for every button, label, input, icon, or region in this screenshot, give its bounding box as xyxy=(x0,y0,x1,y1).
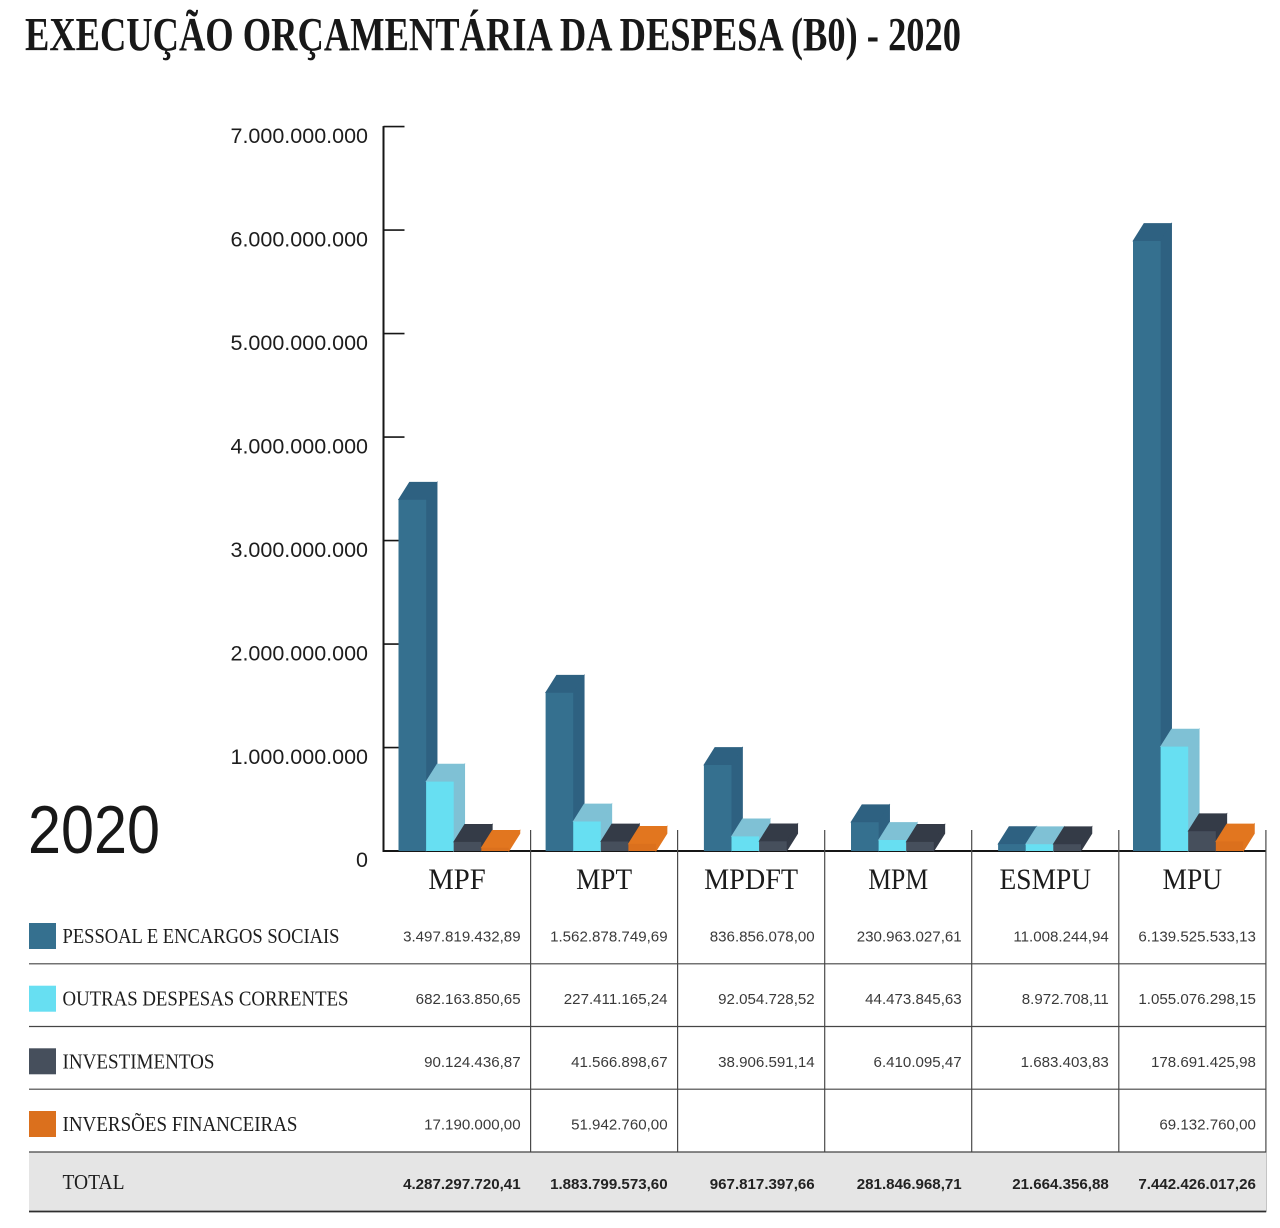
svg-text:MPDFT: MPDFT xyxy=(704,863,798,896)
svg-text:178.691.425,98: 178.691.425,98 xyxy=(1151,1054,1256,1071)
svg-text:2.000.000.000: 2.000.000.000 xyxy=(231,641,369,665)
svg-text:44.473.845,63: 44.473.845,63 xyxy=(865,991,962,1008)
svg-text:230.963.027,61: 230.963.027,61 xyxy=(857,929,962,946)
svg-text:MPM: MPM xyxy=(868,863,928,896)
svg-text:1.000.000.000: 1.000.000.000 xyxy=(231,745,369,769)
svg-text:4.000.000.000: 4.000.000.000 xyxy=(231,434,369,458)
svg-text:TOTAL: TOTAL xyxy=(63,1170,125,1194)
svg-text:90.124.436,87: 90.124.436,87 xyxy=(424,1054,521,1071)
svg-text:3.497.819.432,89: 3.497.819.432,89 xyxy=(403,929,521,946)
svg-text:967.817.397,66: 967.817.397,66 xyxy=(710,1176,815,1193)
svg-text:7.442.426.017,26: 7.442.426.017,26 xyxy=(1138,1176,1256,1193)
svg-text:1.683.403,83: 1.683.403,83 xyxy=(1021,1054,1109,1071)
svg-text:1.055.076.298,15: 1.055.076.298,15 xyxy=(1138,991,1256,1008)
svg-text:281.846.968,71: 281.846.968,71 xyxy=(857,1176,962,1193)
svg-text:2020: 2020 xyxy=(28,792,160,868)
svg-text:21.664.356,88: 21.664.356,88 xyxy=(1012,1176,1109,1193)
svg-text:MPT: MPT xyxy=(576,863,632,896)
svg-text:MPU: MPU xyxy=(1163,863,1223,896)
svg-text:5.000.000.000: 5.000.000.000 xyxy=(231,331,369,355)
svg-text:MPF: MPF xyxy=(428,863,486,896)
svg-text:INVESTIMENTOS: INVESTIMENTOS xyxy=(63,1049,215,1073)
svg-text:92.054.728,52: 92.054.728,52 xyxy=(718,991,815,1008)
svg-text:11.008.244,94: 11.008.244,94 xyxy=(1013,929,1108,946)
svg-text:17.190.000,00: 17.190.000,00 xyxy=(424,1117,521,1134)
svg-text:8.972.708,11: 8.972.708,11 xyxy=(1022,991,1109,1008)
svg-text:69.132.760,00: 69.132.760,00 xyxy=(1159,1117,1256,1134)
svg-text:0: 0 xyxy=(356,848,368,872)
svg-text:6.000.000.000: 6.000.000.000 xyxy=(231,227,369,251)
svg-text:4.287.297.720,41: 4.287.297.720,41 xyxy=(403,1176,521,1193)
svg-text:PESSOAL E ENCARGOS SOCIAIS: PESSOAL E ENCARGOS SOCIAIS xyxy=(63,924,340,948)
svg-text:3.000.000.000: 3.000.000.000 xyxy=(231,538,369,562)
svg-text:41.566.898,67: 41.566.898,67 xyxy=(571,1054,668,1071)
svg-text:227.411.165,24: 227.411.165,24 xyxy=(564,991,668,1008)
svg-text:6.139.525.533,13: 6.139.525.533,13 xyxy=(1138,929,1256,946)
svg-text:38.906.591,14: 38.906.591,14 xyxy=(718,1054,815,1071)
svg-text:EXECUÇÃO ORÇAMENTÁRIA DA DESPE: EXECUÇÃO ORÇAMENTÁRIA DA DESPESA (B0) - … xyxy=(25,9,961,62)
svg-text:ESMPU: ESMPU xyxy=(1000,863,1092,896)
svg-text:1.883.799.573,60: 1.883.799.573,60 xyxy=(550,1176,668,1193)
svg-text:7.000.000.000: 7.000.000.000 xyxy=(231,124,369,148)
svg-text:51.942.760,00: 51.942.760,00 xyxy=(571,1117,668,1134)
svg-text:INVERSÕES FINANCEIRAS: INVERSÕES FINANCEIRAS xyxy=(63,1112,298,1136)
svg-text:682.163.850,65: 682.163.850,65 xyxy=(416,991,521,1008)
svg-text:836.856.078,00: 836.856.078,00 xyxy=(710,929,815,946)
svg-text:6.410.095,47: 6.410.095,47 xyxy=(874,1054,962,1071)
svg-text:OUTRAS DESPESAS CORRENTES: OUTRAS DESPESAS CORRENTES xyxy=(63,987,349,1011)
svg-text:1.562.878.749,69: 1.562.878.749,69 xyxy=(550,929,668,946)
